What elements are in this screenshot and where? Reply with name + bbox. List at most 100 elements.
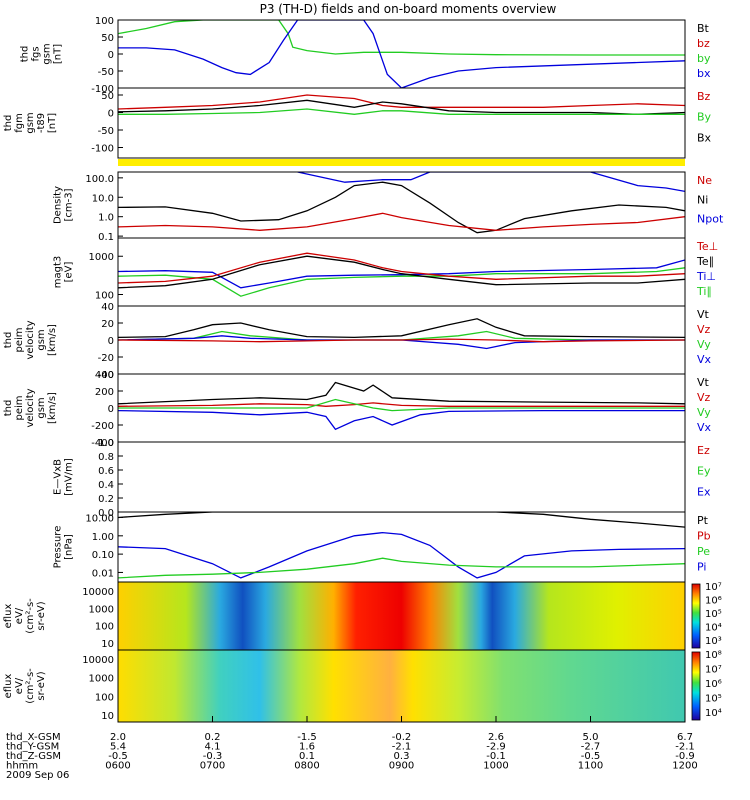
panel-frame (117, 19, 686, 89)
x-row-value: -1.5 (297, 732, 317, 743)
legend-entry: Ni (697, 193, 708, 206)
panel-4: 1000 100 magt3[eV] Te⊥ Te∥ Ti⊥ Ti∥ (53, 237, 718, 307)
legend-entry: Vx (697, 421, 712, 434)
panel-9: 10⁷ 10⁶ 10⁵ 10⁴ 10³ 10000 1000 100 10 thdpeirenef… (0, 581, 722, 651)
y-tick-label: -50 (98, 67, 114, 78)
x-row-value: -0.3 (203, 751, 223, 762)
legend-entry: Te⊥ (696, 240, 718, 253)
y-tick-label: 0.6 (98, 466, 114, 477)
colorbar-tick-label: 10⁵ (705, 694, 722, 705)
y-axis-label: magt3[eV] (53, 256, 75, 289)
y-tick-label: -50 (98, 126, 114, 137)
series-line-4 (118, 255, 685, 289)
y-axis-label: E—VxB[mV/m] (53, 458, 75, 496)
y-tick-label: 1.0 (98, 438, 114, 449)
y-tick-label: 400 (95, 370, 114, 381)
x-time-label: 1200 (672, 761, 697, 772)
panel-frame (117, 87, 686, 159)
y-tick-label: 1000 (89, 252, 114, 263)
x-row-value: 1.6 (299, 742, 315, 753)
legend-entry: Bt (697, 22, 710, 35)
x-row-value: -0.5 (108, 751, 128, 762)
y-tick-label: -400 (91, 438, 114, 449)
x-row-value: 5.0 (583, 732, 599, 743)
y-axis-label: Density[cm-3] (53, 186, 75, 224)
x-row-value: -0.1 (486, 751, 506, 762)
x-row-value: 4.1 (205, 742, 221, 753)
series-line-4 (118, 338, 685, 343)
series-line-1 (118, 512, 685, 528)
x-row-value: -2.1 (392, 742, 412, 753)
x-row-value: -0.2 (392, 732, 412, 743)
legend-entry: Vz (697, 323, 711, 336)
legend-entry: Vz (697, 391, 711, 404)
panel-frame (117, 511, 686, 583)
y-tick-label: 1000 (89, 604, 114, 615)
legend-entry: Ex (697, 485, 711, 498)
series-line-2 (118, 531, 685, 579)
series-line-2 (118, 212, 685, 231)
y-tick-label: 50 (101, 33, 114, 44)
y-tick-label: 1000 (89, 674, 114, 685)
y-tick-label: -40 (98, 370, 114, 381)
x-time-label: 0900 (389, 761, 414, 772)
legend-entry: Vy (697, 338, 711, 351)
x-row-label: thd_Y-GSM (6, 742, 59, 753)
legend-entry: Vt (697, 376, 710, 389)
panel-frame (117, 441, 686, 513)
colorbar (691, 651, 701, 721)
yellow-separator-bar (118, 159, 685, 166)
x-row-value: 0.1 (299, 751, 315, 762)
colorbar (691, 583, 701, 649)
series-line-2 (118, 99, 685, 115)
panel-8: 10.00 1.00 0.10 0.01 Pressure[nPa] Pt Pb Pe Pi (53, 511, 711, 583)
x-row-value: 0.2 (205, 732, 221, 743)
y-tick-label: 100 (95, 290, 114, 301)
panel-frame (117, 171, 686, 239)
colorbar-tick-label: 10⁶ (705, 596, 722, 607)
y-tick-label: 200 (95, 387, 114, 398)
y-tick-label: 1.00 (92, 532, 114, 543)
colorbar-tick-label: 10⁸ (705, 650, 722, 661)
series-line-1 (118, 381, 685, 405)
y-tick-label: 50 (101, 91, 114, 102)
legend-entry: Ti⊥ (696, 270, 716, 283)
legend-entry: Pi (697, 561, 706, 574)
legend-entry: Pb (697, 530, 711, 543)
series-line-3 (118, 557, 685, 579)
colorbar-tick-label: 10⁴ (705, 708, 722, 719)
legend-entry: Pe (697, 545, 710, 558)
y-tick-label: 100 (95, 16, 114, 27)
series-line-3 (118, 335, 685, 350)
y-tick-label: 0 (108, 109, 114, 120)
legend-entry: Ne (697, 174, 712, 187)
x-row-value: 0.3 (394, 751, 410, 762)
legend-entry: Npot (697, 213, 724, 226)
y-tick-label: 10 (101, 639, 114, 650)
y-tick-label: 10.00 (85, 514, 114, 525)
legend-entry: Vy (697, 406, 711, 419)
x-row-value: -0.5 (581, 751, 601, 762)
y-axis-label: thdpeimvelocitygsm[km/s] (3, 320, 58, 359)
y-tick-label: 0 (108, 50, 114, 61)
y-tick-label: 0.01 (92, 568, 114, 579)
series-line-3 (118, 398, 685, 412)
y-tick-label: 0.2 (98, 494, 114, 505)
colorbar-tick-label: 10⁴ (705, 623, 722, 634)
y-tick-label: 0.8 (98, 452, 114, 463)
panel-7: 1.0 0.8 0.6 0.4 0.2 0.0 E—VxB[mV/m] Ez Ey Ex (53, 438, 711, 519)
series-line-1 (118, 259, 685, 289)
series-line-1 (118, 181, 685, 234)
x-row-value: -2.7 (581, 742, 601, 753)
figure-title: P3 (TH-D) fields and on-board moments ov… (260, 2, 557, 16)
panel-6: 400 200 0 -200 -400 thdpeimvelocitygsm[km/s] V… (3, 370, 712, 449)
y-tick-label: 0.0 (98, 508, 114, 519)
x-row-value: -0.9 (675, 751, 695, 762)
colorbar-tick-label: 10⁵ (705, 609, 722, 620)
x-time-label: 1100 (578, 761, 603, 772)
series-line-3 (297, 172, 685, 193)
colorbar-tick-label: 10⁶ (705, 679, 722, 690)
legend-entry: Bz (697, 90, 711, 103)
series-line-1 (118, 94, 685, 110)
